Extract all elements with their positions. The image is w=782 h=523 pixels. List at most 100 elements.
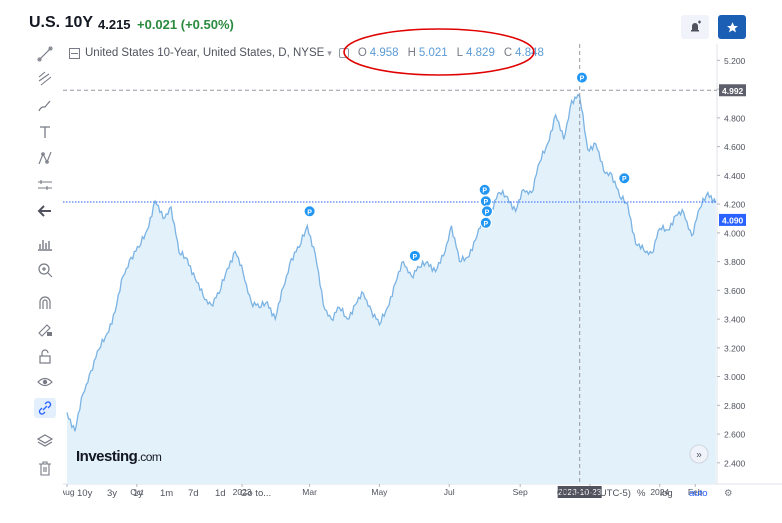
chart-settings-gear-icon[interactable]: ⚙ [724,488,733,499]
x-tick-label: 2023 [233,487,252,497]
event-marker-label: P [622,176,627,183]
y-tick-label: 3.000 [724,372,746,382]
magnet-icon[interactable] [34,293,56,313]
x-tick-label: Aug [63,487,75,497]
ohlc-low-label: L [456,47,464,59]
collapse-legend-icon[interactable] [69,47,80,59]
bell-plus-icon [691,20,701,32]
watchlist-star-button[interactable] [718,15,746,39]
chart-panel[interactable]: 2.400 2.600 2.800 3.000 3.200 3.400 3.600 3.800… [63,44,782,504]
event-marker[interactable] [575,71,588,84]
event-marker-label: P [485,209,490,216]
event-marker[interactable] [303,205,316,218]
series-area-fill [67,94,716,484]
ohlc-open: 4.958 [369,47,399,59]
range-1y-button[interactable]: 1y [133,488,144,499]
y-tick-label: 3.400 [724,315,746,325]
lock-drawing-icon[interactable] [34,319,56,339]
layers-icon[interactable] [34,431,56,451]
link-icon[interactable] [34,398,56,418]
y-tick-label: 2.600 [724,430,746,440]
fib-icon[interactable] [34,69,56,89]
reference-price-label: 4.992 [722,86,744,96]
log-toggle[interactable]: log [660,488,673,499]
ohlc-low: 4.829 [466,47,495,59]
range-3y-button[interactable]: 3y [107,488,118,499]
x-tick-label: Mar [302,487,317,497]
series-line [66,93,717,432]
price-chart[interactable]: 2.400 2.600 2.800 3.000 3.200 3.400 3.600 3.800… [63,44,782,504]
pattern-icon[interactable] [34,148,56,168]
goto-button[interactable]: Go to... [240,488,272,499]
text-icon[interactable] [34,122,56,142]
y-tick-label: 2.400 [724,458,746,468]
logo-suffix: .com [137,450,162,464]
star-icon [726,21,738,32]
quote-header: U.S. 10Y 4.215 +0.021 (+0.50%) [0,0,782,44]
event-marker-label: P [482,188,487,195]
indicators-icon[interactable] [34,234,56,254]
crosshair-date-label: 2023-10-23 [558,487,602,497]
y-tick-label: 3.600 [724,286,746,296]
y-tick-label: 2.800 [724,401,746,411]
event-marker-label: P [413,254,418,261]
reference-price-box [719,84,746,97]
x-tick-label: Jul [444,487,455,497]
event-marker[interactable] [408,249,421,262]
zoom-icon[interactable] [34,260,56,280]
series-legend: United States 10-Year, United States, D,… [69,45,544,61]
ohlc-open-label: O [357,47,367,59]
auto-toggle[interactable]: auto [689,488,708,499]
clock-label: 00:04:15 (UTC-5) [557,488,631,499]
double-chevron-right-icon: » [696,450,702,461]
y-tick-label: 4.200 [724,200,746,210]
drawing-toolbar [28,44,62,504]
settings-icon[interactable] [338,48,349,58]
last-price: 4.215 [98,17,131,32]
event-marker[interactable] [478,183,491,196]
x-tick-label: Sep [513,487,528,497]
y-tick-label: 5.200 [724,56,746,66]
x-tick-label: May [371,487,388,497]
event-marker-label: P [307,209,312,216]
eye-icon[interactable] [34,372,56,392]
y-tick-label: 4.000 [724,228,746,238]
percent-toggle[interactable]: % [637,488,646,499]
ohlc-high: 5.021 [418,47,448,59]
range-7d-button[interactable]: 7d [188,488,199,499]
back-arrow-icon[interactable] [34,201,56,221]
range-1d-button[interactable]: 1d [215,488,226,499]
ohlc-high-label: H [407,47,416,59]
unlock-icon[interactable] [34,346,56,366]
ohlc-close: 4.848 [515,47,544,59]
y-tick-label: 4.400 [724,171,746,181]
event-marker-label: P [580,76,585,83]
series-dropdown-icon[interactable]: ▾ [327,47,332,58]
event-marker-label: P [484,221,489,228]
current-price-label: 4.090 [722,215,744,225]
add-alert-button[interactable] [681,15,709,39]
range-1m-button[interactable]: 1m [160,488,174,499]
y-tick-label: 3.200 [724,343,746,353]
event-marker[interactable] [479,216,492,229]
y-tick-label: 4.800 [724,113,746,123]
series-title[interactable]: United States 10-Year, United States, D,… [85,47,325,59]
trendline-icon[interactable] [34,44,56,64]
logo-text: Investing [76,448,138,465]
event-marker[interactable] [618,172,631,185]
event-marker-label: P [484,199,489,206]
investing-logo: Investing.com [76,448,162,465]
trash-icon[interactable] [34,458,56,478]
bottom-toolbar: 10y 3y 1y 1m 7d 1d Go to... 00:04:15 (UT… [63,485,782,503]
price-change: +0.021 (+0.50%) [137,17,234,32]
y-tick-label: 3.800 [724,257,746,267]
brush-icon[interactable] [34,96,56,116]
y-tick-label: 4.600 [724,142,746,152]
range-10y-button[interactable]: 10y [77,488,93,499]
x-tick-label: 2024 [650,487,669,497]
event-marker[interactable] [480,205,493,218]
ohlc-close-label: C [503,47,513,59]
ticker-symbol: U.S. 10Y [29,14,94,31]
measure-icon[interactable] [34,175,56,195]
scroll-right-button[interactable] [689,444,709,464]
